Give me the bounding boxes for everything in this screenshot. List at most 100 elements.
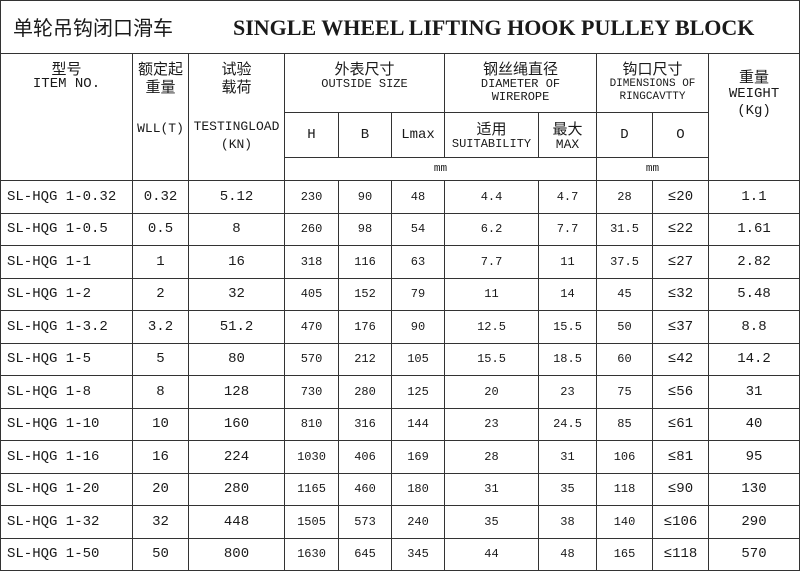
cell-d: 118 xyxy=(596,472,653,506)
cell-lmax: 54 xyxy=(391,212,445,246)
table-row: SL-HQG 1-3.2 3.2 51.2 470 176 90 12.5 15.5 50 ≤37… xyxy=(0,310,800,344)
cell-item-no: SL-HQG 1-0.32 xyxy=(0,180,133,214)
header-weight-unit: (Kg) xyxy=(737,103,771,119)
cell-max: 11 xyxy=(538,245,597,279)
table-row: SL-HQG 1-32 32 448 1505 573 240 35 38 140 ≤106 290 xyxy=(0,505,800,539)
cell-wll: 8 xyxy=(132,375,189,409)
cell-b: 152 xyxy=(338,277,392,311)
cell-lmax: 180 xyxy=(391,472,445,506)
cell-d: 75 xyxy=(596,375,653,409)
cell-h: 1630 xyxy=(284,537,339,571)
unit-mm-1: mm xyxy=(284,157,597,181)
cell-h: 230 xyxy=(284,180,339,214)
table-row: SL-HQG 1-2 2 32 405 152 79 11 14 45 ≤32 5.48 xyxy=(0,277,800,311)
cell-o: ≤32 xyxy=(652,277,709,311)
cell-suitability: 11 xyxy=(444,277,539,311)
cell-d: 106 xyxy=(596,440,653,474)
cell-h: 1505 xyxy=(284,505,339,539)
cell-b: 406 xyxy=(338,440,392,474)
header-suit-en: SUITABILITY xyxy=(451,136,532,151)
cell-test-load: 32 xyxy=(188,277,285,311)
cell-suitability: 44 xyxy=(444,537,539,571)
cell-wll: 5 xyxy=(132,342,189,376)
cell-o: ≤27 xyxy=(652,245,709,279)
cell-b: 212 xyxy=(338,342,392,376)
header-outside: 外表尺寸 OUTSIDE SIZE xyxy=(284,53,445,113)
cell-h: 810 xyxy=(284,407,339,441)
header-ring-zh: 钩口尺寸 xyxy=(622,60,683,78)
cell-o: ≤56 xyxy=(652,375,709,409)
cell-o: ≤37 xyxy=(652,310,709,344)
cell-weight: 40 xyxy=(707,407,800,441)
cell-d: 31.5 xyxy=(596,212,653,246)
cell-weight: 5.48 xyxy=(707,277,800,311)
cell-wll: 16 xyxy=(132,440,189,474)
cell-item-no: SL-HQG 1-16 xyxy=(0,440,133,474)
cell-test-load: 800 xyxy=(188,537,285,571)
cell-o: ≤118 xyxy=(652,537,709,571)
header-ring-en: DIMENSIONS OF RINGCAVTTY xyxy=(609,78,696,103)
cell-o: ≤106 xyxy=(652,505,709,539)
cell-test-load: 280 xyxy=(188,472,285,506)
cell-item-no: SL-HQG 1-50 xyxy=(0,537,133,571)
cell-suitability: 7.7 xyxy=(444,245,539,279)
cell-h: 1165 xyxy=(284,472,339,506)
cell-o: ≤61 xyxy=(652,407,709,441)
header-row-3: mm mm xyxy=(1,157,800,181)
header-o: O xyxy=(652,112,709,158)
cell-suitability: 23 xyxy=(444,407,539,441)
title-row: 单轮吊钩闭口滑车 SINGLE WHEEL LIFTING HOOK PULLEY… xyxy=(0,0,800,54)
cell-max: 18.5 xyxy=(538,342,597,376)
cell-b: 176 xyxy=(338,310,392,344)
header-max-zh: 最大 xyxy=(552,119,583,138)
table-title: 单轮吊钩闭口滑车 SINGLE WHEEL LIFTING HOOK PULLEY… xyxy=(0,0,800,54)
cell-b: 90 xyxy=(338,180,392,214)
cell-lmax: 105 xyxy=(391,342,445,376)
cell-d: 37.5 xyxy=(596,245,653,279)
cell-d: 140 xyxy=(596,505,653,539)
header-b: B xyxy=(338,112,392,158)
cell-max: 35 xyxy=(538,472,597,506)
cell-o: ≤90 xyxy=(652,472,709,506)
cell-max: 14 xyxy=(538,277,597,311)
cell-d: 60 xyxy=(596,342,653,376)
cell-wll: 0.32 xyxy=(132,180,189,214)
header-suit-zh: 适用 xyxy=(476,119,507,138)
table-body: SL-HQG 1-0.32 0.32 5.12 230 90 48 4.4 4.7 28 ≤20 1… xyxy=(0,180,800,571)
cell-suitability: 4.4 xyxy=(444,180,539,214)
cell-h: 318 xyxy=(284,245,339,279)
header-outside-zh: 外表尺寸 xyxy=(334,60,395,78)
cell-max: 15.5 xyxy=(538,310,597,344)
cell-weight: 95 xyxy=(707,440,800,474)
table-row: SL-HQG 1-5 5 80 570 212 105 15.5 18.5 60 ≤42 14.2 xyxy=(0,342,800,376)
cell-wll: 10 xyxy=(132,407,189,441)
header-d: D xyxy=(596,112,653,158)
header-max: 最大 MAX xyxy=(538,112,597,158)
header-test-zh: 试验载荷 xyxy=(221,60,252,96)
cell-test-load: 51.2 xyxy=(188,310,285,344)
cell-o: ≤81 xyxy=(652,440,709,474)
cell-suitability: 31 xyxy=(444,472,539,506)
title-zh: 单轮吊钩闭口滑车 xyxy=(13,16,173,40)
cell-test-load: 5.12 xyxy=(188,180,285,214)
cell-max: 7.7 xyxy=(538,212,597,246)
cell-suitability: 6.2 xyxy=(444,212,539,246)
cell-test-load: 160 xyxy=(188,407,285,441)
cell-h: 470 xyxy=(284,310,339,344)
header-suitability: 适用 SUITABILITY xyxy=(444,112,539,158)
cell-h: 1030 xyxy=(284,440,339,474)
cell-weight: 14.2 xyxy=(707,342,800,376)
header-h: H xyxy=(284,112,339,158)
cell-wll: 3.2 xyxy=(132,310,189,344)
cell-item-no: SL-HQG 1-8 xyxy=(0,375,133,409)
cell-o: ≤20 xyxy=(652,180,709,214)
cell-wll: 20 xyxy=(132,472,189,506)
cell-weight: 130 xyxy=(707,472,800,506)
cell-wll: 50 xyxy=(132,537,189,571)
cell-wll: 1 xyxy=(132,245,189,279)
cell-test-load: 448 xyxy=(188,505,285,539)
cell-item-no: SL-HQG 1-2 xyxy=(0,277,133,311)
header-test-en: TESTINGLOAD(KN) xyxy=(193,119,280,152)
cell-o: ≤22 xyxy=(652,212,709,246)
